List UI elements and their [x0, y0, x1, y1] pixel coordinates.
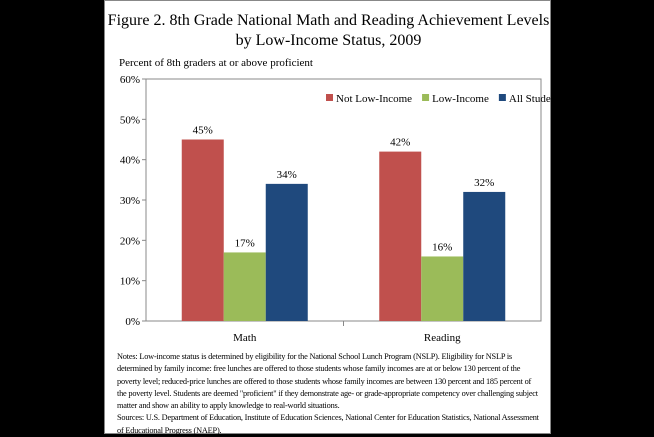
- bar-chart: 0% 10% 20% 30% 40% 50% 60% Math 45% 17% 34% Reading…: [120, 74, 552, 344]
- data-label: 34%: [277, 169, 297, 181]
- bar-low-income: [421, 256, 464, 321]
- legend-label: Low-Income: [432, 93, 489, 105]
- title-line-1: Figure 2. 8th Grade National Math and Re…: [107, 12, 550, 29]
- bar-low-income: [223, 252, 266, 321]
- data-label: 45%: [193, 125, 213, 137]
- figure: Figure 2. 8th Grade National Math and Re…: [104, 0, 552, 437]
- data-label: 16%: [432, 241, 452, 253]
- x-tick-label: Math: [233, 332, 257, 344]
- bar-all-students: [463, 191, 506, 321]
- data-label: 32%: [474, 177, 494, 189]
- bar-not-low-income: [181, 139, 224, 321]
- x-tick-label: Reading: [424, 332, 461, 344]
- y-tick-label: 40%: [120, 155, 140, 167]
- notes: Notes: Low-income status is determined b…: [117, 351, 542, 437]
- y-tick-label: 0%: [125, 316, 140, 328]
- bar-not-low-income: [379, 151, 422, 321]
- y-tick-label: 10%: [120, 276, 140, 288]
- data-label: 17%: [235, 237, 255, 249]
- bar-all-students: [265, 183, 308, 321]
- title-line-2: by Low-Income Status, 2009: [235, 32, 422, 49]
- y-tick-label: 50%: [120, 114, 140, 126]
- y-tick-label: 30%: [120, 195, 140, 207]
- legend-swatch: [422, 94, 430, 101]
- chart-title: Figure 2. 8th Grade National Math and Re…: [105, 11, 552, 51]
- data-label: 42%: [390, 137, 410, 149]
- legend-swatch: [498, 94, 506, 101]
- notes-text: Notes: Low-income status is determined b…: [117, 352, 538, 411]
- y-tick-label: 60%: [120, 74, 140, 86]
- y-tick-label: 20%: [120, 235, 140, 247]
- legend-swatch: [326, 94, 333, 101]
- sources-text: Sources: U.S. Department of Education, I…: [117, 413, 539, 435]
- y-axis-label: Percent of 8th graders at or above profi…: [119, 57, 313, 69]
- legend-label: All Students: [509, 93, 552, 105]
- legend-label: Not Low-Income: [336, 93, 412, 105]
